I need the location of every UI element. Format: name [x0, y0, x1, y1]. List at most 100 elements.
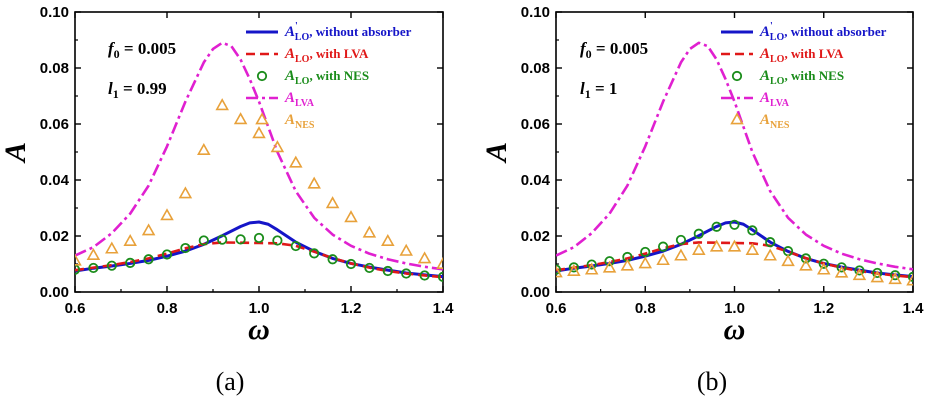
series-point-circle	[143, 254, 154, 265]
series-point-triangle	[799, 258, 813, 271]
series-point-circle	[180, 242, 191, 254]
parameter-annotation: l1 = 1	[580, 79, 617, 101]
y-tick-label: 0.10	[40, 4, 69, 21]
x-tick-label: 1.2	[341, 300, 362, 317]
series-point-triangle	[763, 248, 777, 261]
series-point-circle	[711, 221, 722, 232]
series-point-circle	[765, 237, 776, 248]
series-point-circle	[890, 270, 901, 281]
series-point-triangle	[638, 256, 653, 269]
x-tick-label: 0.6	[65, 300, 86, 317]
y-tick-label: 0.02	[40, 228, 69, 245]
series-point-circle	[125, 257, 136, 268]
legend-label-3: ALVA	[284, 90, 315, 109]
series-point-circle	[872, 267, 883, 279]
series-point-circle	[253, 232, 265, 244]
legend-key-circle	[256, 70, 268, 82]
series-point-triangle	[556, 265, 563, 278]
series-point-triangle	[362, 225, 377, 238]
series-point-circle	[309, 248, 320, 259]
series-point-triangle	[870, 270, 885, 283]
series-point-circle	[556, 264, 562, 275]
series-point-triangle	[781, 254, 795, 267]
series-point-circle	[657, 241, 669, 252]
legend-label-1: ALO, with LVA	[284, 46, 369, 65]
parameter-annotation: l1 = 0.99	[108, 79, 167, 101]
y-tick-label: 0.04	[521, 172, 551, 189]
y-tick-label: 0.10	[521, 4, 550, 21]
x-tick-label: 1.4	[433, 300, 455, 317]
x-tick-label: 0.8	[635, 300, 656, 317]
series-point-circle	[854, 265, 865, 276]
y-tick-label: 0.06	[521, 116, 550, 133]
series-point-triangle	[567, 263, 581, 276]
series-point-circle	[568, 262, 579, 273]
series-point-triangle	[75, 253, 82, 266]
legend-label-1: ALO, with LVA	[759, 46, 844, 65]
series-point-triangle	[436, 256, 443, 269]
series-point-circle	[88, 262, 99, 274]
series-point-circle	[345, 258, 357, 270]
parameter-annotation: f0 = 0.005	[580, 39, 648, 61]
series-point-triangle	[852, 268, 867, 281]
series-point-triangle	[252, 126, 266, 139]
y-tick-label: 0.08	[521, 60, 550, 77]
x-tick-label: 0.8	[157, 300, 178, 317]
series-point-circle	[640, 246, 651, 258]
panel-caption: (a)	[216, 367, 245, 396]
series-point-triangle	[727, 239, 742, 252]
x-tick-label: 1.4	[903, 300, 925, 317]
series-point-triangle	[197, 142, 211, 155]
y-tick-label: 0.04	[40, 172, 70, 189]
x-tick-label: 1.0	[249, 300, 270, 317]
series-point-triangle	[86, 247, 101, 261]
x-axis-label: ω	[724, 313, 746, 346]
series-point-triangle	[123, 233, 137, 246]
y-axis-label: A	[480, 142, 513, 164]
series-point-triangle	[674, 248, 688, 261]
y-axis-label: A	[0, 142, 32, 164]
series-point-circle	[235, 234, 246, 245]
series-point-triangle	[105, 241, 119, 254]
x-tick-label: 1.2	[813, 300, 834, 317]
parameter-annotation: f0 = 0.005	[108, 39, 176, 61]
series-point-triangle	[816, 262, 831, 275]
legend-label-0: A' LO, without absorber	[284, 21, 412, 43]
legend-label-4: ANES	[284, 112, 315, 131]
series-point-circle	[217, 234, 228, 245]
legend-label-4: ANES	[759, 112, 790, 131]
series-point-triangle	[399, 243, 413, 256]
series-point-triangle	[692, 242, 706, 255]
series-line-0	[75, 220, 443, 279]
series-group	[75, 41, 443, 282]
series-point-triangle	[888, 272, 902, 285]
legend-key-triangle	[730, 112, 744, 125]
series-point-triangle	[289, 155, 303, 168]
y-tick-label: 0.00	[521, 284, 550, 301]
y-tick-label: 0.06	[40, 116, 69, 133]
series-point-triangle	[417, 251, 432, 264]
chart-panel-0: 0.6 0.8 1.0 1.2 1.4 0.00 0.02 0.04 0.06 0.08 0.10 ω…	[0, 4, 454, 396]
series-point-triangle	[270, 140, 285, 153]
series-point-circle	[161, 249, 173, 260]
series-point-circle	[272, 235, 283, 246]
series-point-triangle	[215, 98, 229, 111]
series-point-circle	[106, 260, 117, 271]
legend-key-circle	[731, 70, 743, 82]
series-line-3	[75, 41, 443, 271]
series-point-circle	[675, 234, 687, 246]
series-point-circle	[290, 240, 301, 252]
series-point-circle	[818, 258, 829, 269]
series-point-circle	[907, 271, 913, 282]
series-point-triangle	[745, 242, 760, 255]
series-point-circle	[327, 254, 338, 265]
series-point-circle	[729, 219, 740, 230]
series-point-circle	[382, 265, 393, 277]
series-point-triangle	[602, 260, 617, 273]
series-point-triangle	[160, 208, 174, 221]
series-point-circle	[419, 270, 430, 281]
x-axis-label: ω	[248, 313, 270, 346]
series-point-circle	[401, 268, 412, 279]
series-point-triangle	[307, 176, 321, 189]
